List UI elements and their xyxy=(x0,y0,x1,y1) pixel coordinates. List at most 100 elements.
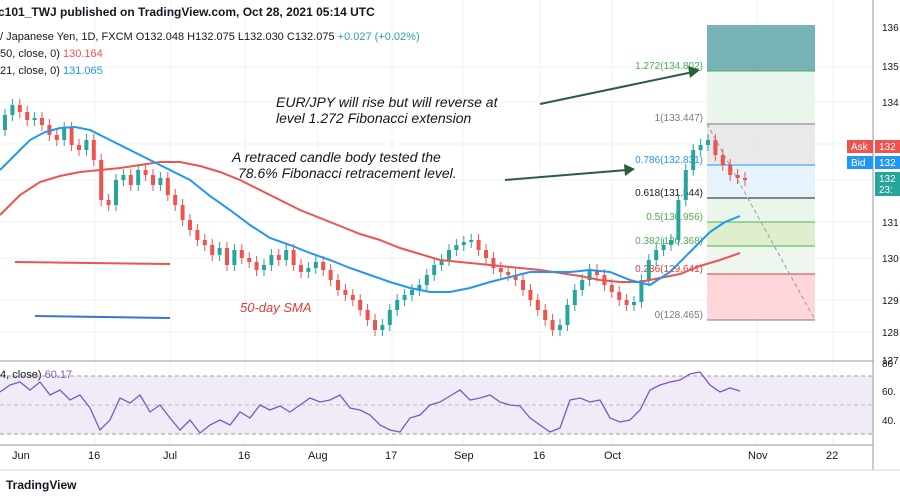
candle-body xyxy=(543,310,548,320)
annotation-arrow-2 xyxy=(504,164,635,181)
candle-body xyxy=(706,140,710,145)
ohlc-change: +0.027 (+0.02%) xyxy=(337,31,420,43)
candle-body xyxy=(136,170,141,185)
time-label: 22 xyxy=(826,450,838,462)
fibonacci-tool[interactable]: 1.272(134.802) 1(133.447) 0.786(132.831)… xyxy=(635,25,816,321)
candle-body xyxy=(535,300,540,310)
candle-body xyxy=(639,280,644,302)
price-label: 131 xyxy=(882,218,899,229)
candle-body xyxy=(513,275,518,280)
price-label: 130 xyxy=(882,254,899,265)
price-label: 129 xyxy=(882,296,899,307)
ohlc-high: H132.075 xyxy=(187,31,235,43)
candle-body xyxy=(632,302,636,305)
symbol-name: / Japanese Yen, 1D, FXCM xyxy=(0,31,133,43)
time-label: 16 xyxy=(88,450,100,462)
candle-body xyxy=(469,240,474,242)
candle-body xyxy=(743,178,747,180)
candle-body xyxy=(646,260,651,280)
candle-body xyxy=(25,112,30,120)
ma21-legend-value: 131.065 xyxy=(62,65,103,77)
candle-body xyxy=(439,260,444,265)
candle-body xyxy=(180,205,185,220)
candle-body xyxy=(232,250,237,265)
ask-tag: Ask xyxy=(851,142,869,153)
rsi-axis-label: 40. xyxy=(882,416,896,427)
candle-body xyxy=(121,175,126,180)
candle-body xyxy=(447,250,451,260)
rsi-axis-label: 60. xyxy=(882,387,896,398)
candle-body xyxy=(350,295,355,300)
rsi-legend-value: 60.17 xyxy=(44,369,73,381)
candle-body xyxy=(476,240,481,250)
candle-body xyxy=(195,230,200,240)
candle-body xyxy=(32,118,37,120)
candle-body xyxy=(669,240,673,245)
ma50-line xyxy=(0,161,741,283)
candle-body xyxy=(461,242,466,245)
rsi-axis-label: 80 xyxy=(882,359,894,370)
candle-body xyxy=(387,310,392,325)
candle-body xyxy=(358,300,363,310)
candle-body xyxy=(572,290,577,305)
annotation-arrow-1 xyxy=(539,66,700,105)
candle-body xyxy=(91,140,96,160)
time-label: Jul xyxy=(163,450,177,462)
price-label: 134 xyxy=(882,98,899,109)
fib-level-0: 0(128.465) xyxy=(655,310,703,321)
tradingview-watermark: TradingView xyxy=(6,478,77,492)
annotation-text-1a: EUR/JPY will rise but will reverse at xyxy=(276,94,499,110)
candle-body xyxy=(143,170,148,175)
candle-body xyxy=(506,272,511,275)
candle-body xyxy=(691,150,696,170)
candle-body xyxy=(291,250,296,265)
rsi-legend-label: 4, close) xyxy=(0,369,42,381)
ma21-line xyxy=(0,125,741,293)
candle-body xyxy=(158,178,163,185)
candle-body xyxy=(402,295,407,300)
candle-body xyxy=(10,105,15,115)
price-label: 127 xyxy=(882,356,899,367)
candle-body xyxy=(69,128,74,145)
candle-body xyxy=(365,310,370,320)
candle-body xyxy=(321,262,326,270)
time-label: Oct xyxy=(604,450,621,462)
candle-body xyxy=(217,248,222,255)
ohlc-close: C132.075 xyxy=(286,31,335,43)
candle-body xyxy=(395,300,400,310)
publish-line: c101_TWJ published on TradingView.com, O… xyxy=(0,5,375,19)
rsi-legend: 4, close) 60.17 xyxy=(0,369,72,381)
candle-body xyxy=(54,135,59,140)
candle-body xyxy=(173,195,178,205)
candle-body xyxy=(239,250,244,258)
candle-body xyxy=(521,280,525,290)
candle-body xyxy=(528,290,533,300)
candle-body xyxy=(306,268,311,272)
candle-body xyxy=(728,165,733,175)
candle-body xyxy=(498,268,503,272)
sma-label: 50-day SMA xyxy=(240,300,312,315)
ask-price: 132 xyxy=(879,142,896,153)
rsi-pane[interactable] xyxy=(0,360,873,446)
candlestick-series xyxy=(3,99,747,336)
candle-body xyxy=(262,265,266,270)
ohlc-low: L132.030 xyxy=(237,31,284,43)
candle-body xyxy=(269,255,274,265)
candle-body xyxy=(17,105,22,112)
candle-body xyxy=(720,155,725,165)
candle-body xyxy=(410,290,414,295)
fib-level-0236: 0.236(129.641) xyxy=(635,264,703,275)
candle-body xyxy=(62,128,67,140)
time-label: Nov xyxy=(748,450,768,462)
candle-body xyxy=(654,250,659,260)
candle-body xyxy=(202,240,207,245)
candle-body xyxy=(299,265,303,272)
candle-body xyxy=(424,275,429,285)
candle-body xyxy=(77,145,81,150)
candle-body xyxy=(432,265,437,275)
candle-body xyxy=(336,280,340,290)
symbol-legend: / Japanese Yen, 1D, FXCM O132.048 H132.0… xyxy=(0,31,420,43)
candle-body xyxy=(254,262,259,270)
candle-body xyxy=(373,320,377,330)
